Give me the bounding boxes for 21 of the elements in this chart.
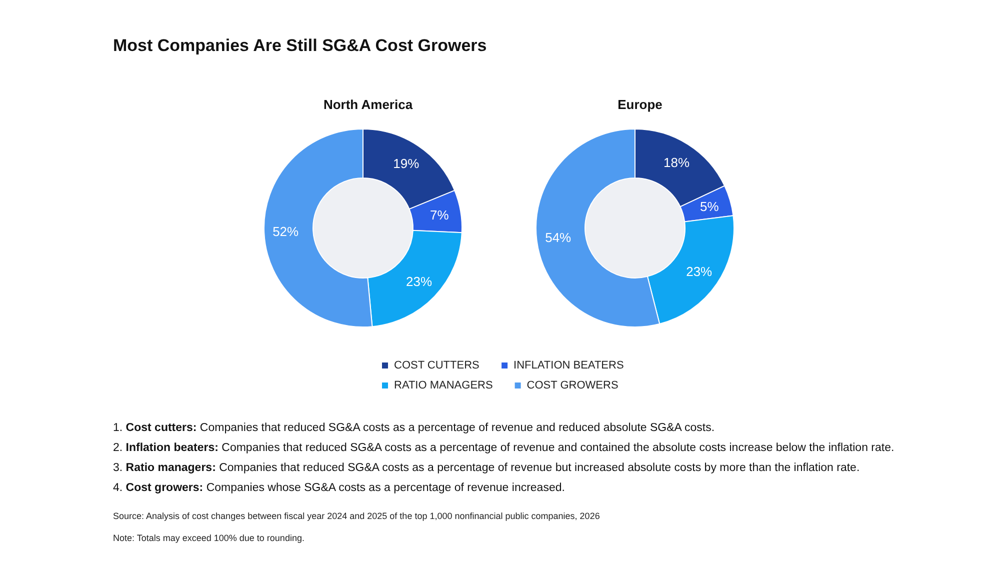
data-label: 23% xyxy=(686,264,713,280)
source-note: Source: Analysis of cost changes between fiscal year 2024 and 2025 of the top 1,000 nonfinancial public companies, 2026 xyxy=(113,510,600,523)
legend-label: COST GROWERS xyxy=(526,380,618,392)
text: Most Companies Are Still SG&A Cost Growers xyxy=(113,36,487,56)
text: 3. Ratio managers: Companies that reduced SG&A costs as a percentage of revenue but increased absolute costs by more than the inflation rate. xyxy=(113,462,860,474)
data-label: 19% xyxy=(393,156,420,172)
legend-label: COST CUTTERS xyxy=(394,360,480,372)
data-label: 52% xyxy=(272,224,300,240)
text: 4. Cost growers: Companies whose SG&A costs as a percentage of revenue increased. xyxy=(113,482,565,494)
text: Note: Totals may exceed 100% due to rounding. xyxy=(113,532,306,545)
slice-label: Europe xyxy=(618,97,662,112)
text: 2. Inflation beaters: Companies that reduced SG&A costs as a percentage of revenue and contained the absolute costs increase below the inflation rate. xyxy=(113,442,894,454)
data-label: 54% xyxy=(545,230,572,246)
data-label: 18% xyxy=(664,155,690,170)
data-label: 23% xyxy=(406,274,433,290)
slice-label: North America xyxy=(323,97,414,112)
legend-label: INFLATION BEATERS xyxy=(514,360,624,372)
data-label: 5% xyxy=(700,198,720,214)
text: 1. Cost cutters: Companies that reduced SG&A costs as a percentage of revenue and reduced absolute SG&A costs. xyxy=(113,422,715,434)
legend-label: RATIO MANAGERS xyxy=(394,380,493,392)
data-label: 7% xyxy=(430,207,450,222)
